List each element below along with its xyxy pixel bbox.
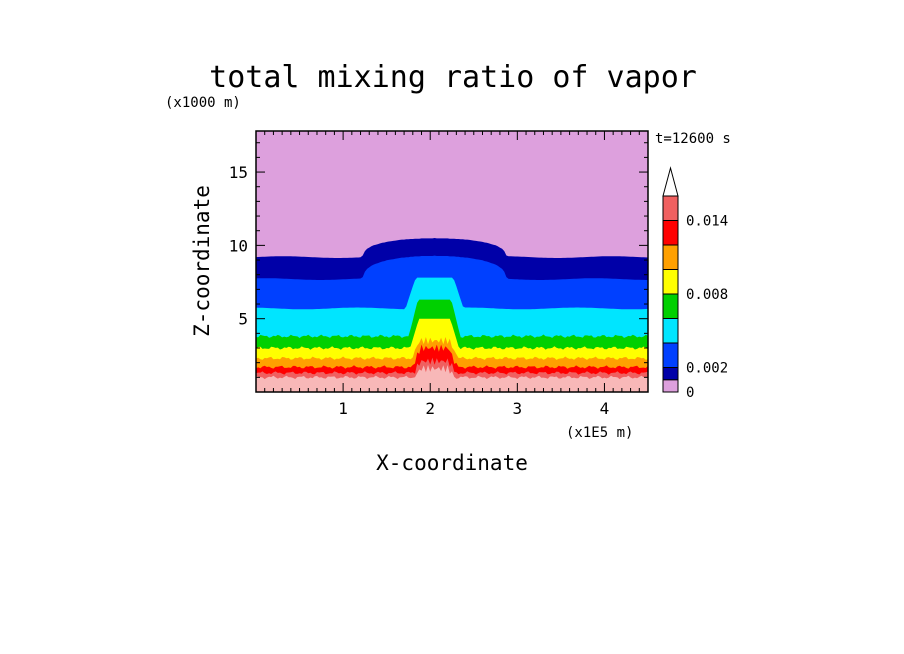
y-unit-label: (x1000 m) [165,95,241,111]
colorbar-segment [662,195,679,221]
contour-band [256,364,648,392]
chart-title: total mixing ratio of vapor [209,60,697,95]
y-axis-label: Z-coordinate [190,185,214,337]
colorbar-segment [662,342,679,368]
time-label: t=12600 s [655,131,731,147]
x-tick-label: 3 [513,399,523,418]
x-unit-label: (x1E5 m) [566,425,633,441]
colorbar-segment [662,244,679,270]
colorbar-segment [662,379,679,393]
axes: 1 2 3 4 5 10 15 [229,130,649,418]
x-tick-label: 2 [425,399,435,418]
colorbar-tick-label: 0.002 [686,361,728,377]
y-tick-label: 10 [229,236,248,255]
colorbar-tick-label: 0 [686,385,694,401]
colorbar-extend-arrow [662,166,679,197]
colorbar: 0 0.002 0.008 0.014 [662,166,728,401]
colorbar-tick-label: 0.008 [686,287,728,303]
y-tick-label: 5 [238,310,248,329]
colorbar-segment [662,293,679,319]
x-tick-label: 4 [600,399,610,418]
colorbar-segment [662,269,679,295]
x-axis-label: X-coordinate [376,451,528,475]
colorbar-segment [662,367,679,381]
contour-plot-area [256,131,648,392]
x-tick-label: 1 [338,399,348,418]
colorbar-segment [662,220,679,246]
colorbar-tick-label: 0.014 [686,214,728,230]
y-tick-label: 15 [229,163,248,182]
plot-frame [255,130,649,393]
colorbar-segment [662,318,679,344]
